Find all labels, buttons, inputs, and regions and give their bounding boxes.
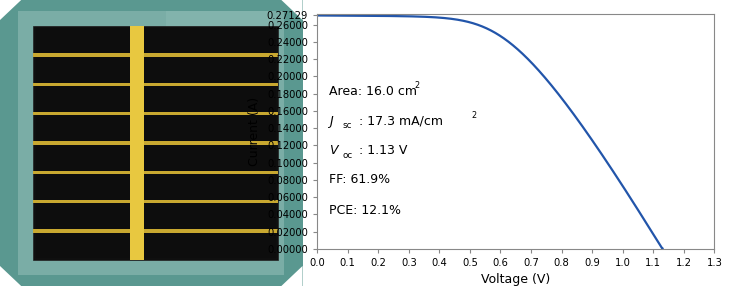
Bar xyxy=(34,229,278,233)
Bar xyxy=(34,83,278,86)
Text: sc: sc xyxy=(343,121,352,130)
Bar xyxy=(166,11,272,51)
Text: 2: 2 xyxy=(415,81,420,90)
Bar xyxy=(34,200,278,203)
Text: : 17.3 mA/cm: : 17.3 mA/cm xyxy=(359,114,443,128)
Bar xyxy=(34,26,278,260)
Bar xyxy=(0,0,303,11)
Text: PCE: 12.1%: PCE: 12.1% xyxy=(329,204,401,217)
Polygon shape xyxy=(0,266,21,286)
Bar xyxy=(0,0,18,286)
Polygon shape xyxy=(281,266,303,286)
Polygon shape xyxy=(0,0,21,20)
Bar xyxy=(0,275,303,286)
Text: FF: 61.9%: FF: 61.9% xyxy=(329,173,390,186)
Y-axis label: Current (A): Current (A) xyxy=(248,97,261,166)
Text: V: V xyxy=(329,144,338,157)
Text: J: J xyxy=(329,114,332,128)
Bar xyxy=(284,0,303,286)
X-axis label: Voltage (V): Voltage (V) xyxy=(481,273,550,286)
Text: oc: oc xyxy=(342,150,352,160)
Bar xyxy=(35,27,277,259)
Polygon shape xyxy=(281,0,303,20)
Text: : 1.13 V: : 1.13 V xyxy=(359,144,408,157)
Text: Area: 16.0 cm: Area: 16.0 cm xyxy=(329,85,417,98)
Bar xyxy=(34,170,278,174)
Bar xyxy=(34,53,278,57)
Bar xyxy=(130,26,144,260)
Bar xyxy=(34,112,278,115)
Text: 2: 2 xyxy=(471,111,476,120)
Bar xyxy=(34,141,278,145)
